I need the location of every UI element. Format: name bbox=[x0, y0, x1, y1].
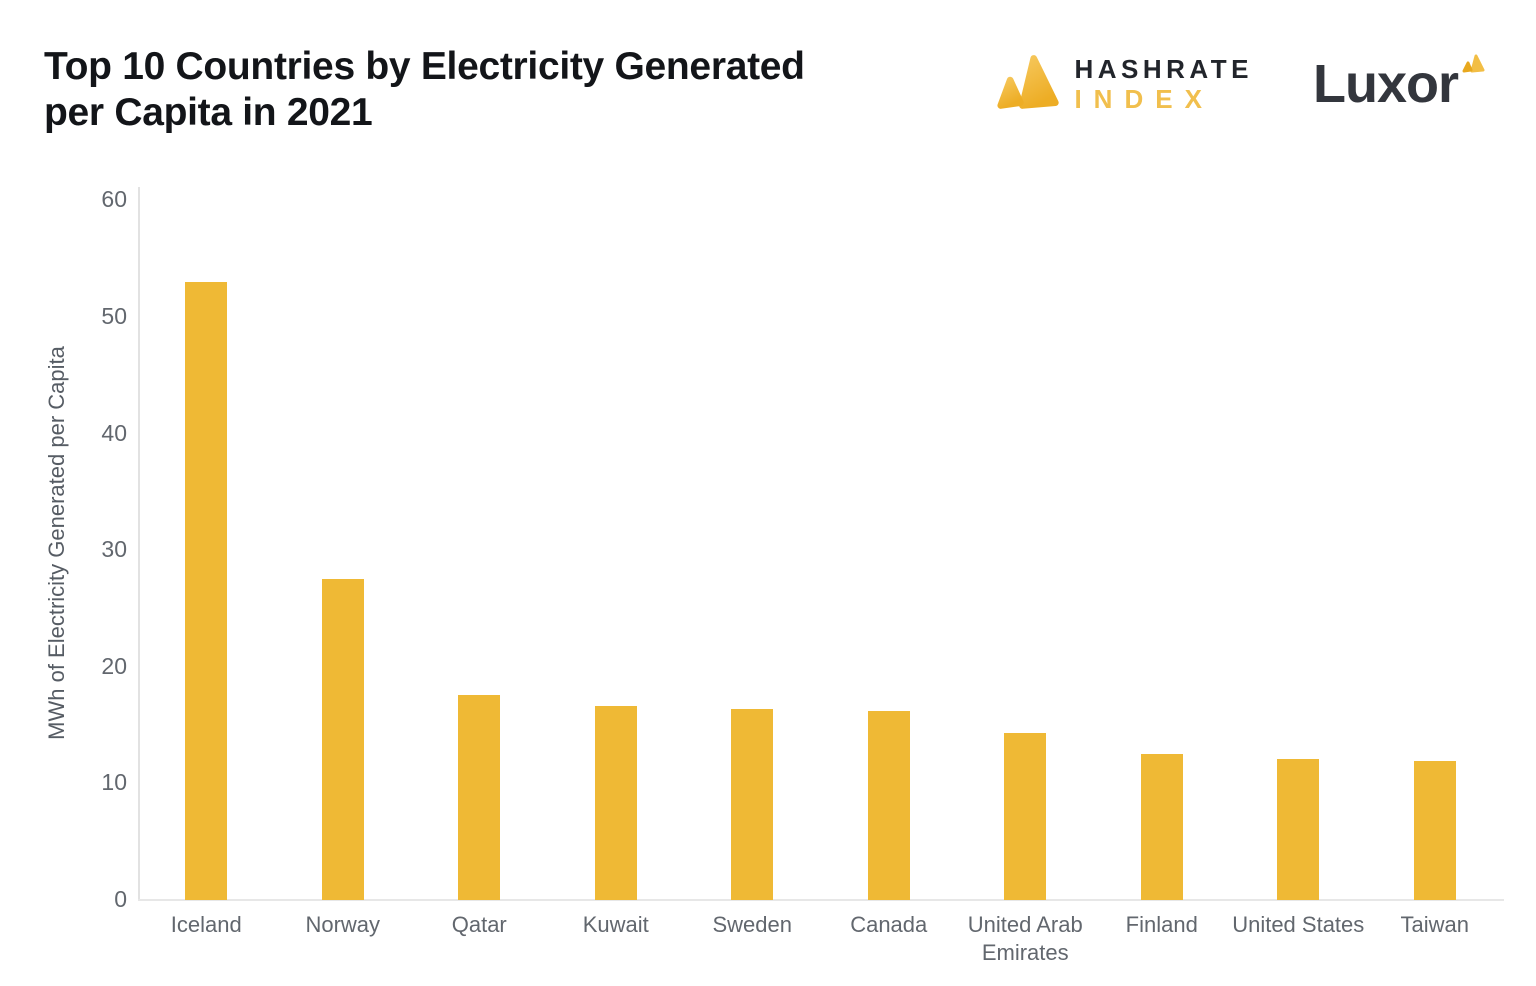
bar-taiwan bbox=[1413, 761, 1456, 900]
x-label-iceland: Iceland bbox=[170, 912, 242, 937]
logo-row: HASHRATE INDEX Luxor bbox=[996, 50, 1486, 117]
y-axis-line bbox=[138, 187, 140, 900]
luxor-wordmark: Luxor bbox=[1312, 53, 1459, 114]
hashrate-wordmark-line1: HASHRATE bbox=[1074, 53, 1253, 84]
chart-title-line1: Top 10 Countries by Electricity Generate… bbox=[44, 45, 805, 88]
x-label-qatar: Qatar bbox=[451, 912, 507, 937]
bar-sweden bbox=[731, 708, 774, 900]
luxor-mark-icon bbox=[1462, 53, 1486, 80]
x-label-taiwan: Taiwan bbox=[1400, 912, 1469, 937]
x-label-canada: Canada bbox=[850, 912, 928, 937]
bar-norway bbox=[321, 579, 364, 900]
bar-qatar bbox=[458, 694, 501, 900]
x-label-sweden: Sweden bbox=[712, 912, 792, 937]
x-label-kuwait: Kuwait bbox=[582, 912, 649, 937]
x-label-united-arab-emirates: United Arab Emirates bbox=[967, 912, 1083, 965]
bar-united-arab-emirates bbox=[1004, 733, 1047, 900]
y-tick-label-50: 50 bbox=[101, 302, 127, 329]
y-tick-label-0: 0 bbox=[114, 886, 127, 912]
bar-canada bbox=[867, 711, 910, 900]
hashrate-index-icon bbox=[996, 50, 1062, 117]
x-label-united-states: United States bbox=[1232, 912, 1365, 937]
chart-title: Top 10 Countries by Electricity Generate… bbox=[44, 44, 904, 136]
x-axis-line bbox=[138, 899, 1504, 901]
luxor-logo: Luxor bbox=[1312, 53, 1486, 114]
bar-finland bbox=[1140, 754, 1183, 900]
hashrate-wordmark-line2: INDEX bbox=[1074, 83, 1214, 114]
y-tick-label-20: 20 bbox=[101, 652, 127, 679]
hashrate-index-logo: HASHRATE INDEX bbox=[996, 50, 1253, 117]
x-label-finland: Finland bbox=[1125, 912, 1198, 937]
bar-iceland bbox=[185, 281, 228, 900]
x-label-norway: Norway bbox=[305, 912, 381, 937]
y-tick-label-40: 40 bbox=[101, 419, 127, 446]
bar-kuwait bbox=[594, 706, 637, 900]
y-tick-label-30: 30 bbox=[101, 536, 127, 563]
y-tick-label-60: 60 bbox=[101, 186, 127, 213]
y-tick-label-10: 10 bbox=[101, 769, 127, 796]
chart-title-line2: per Capita in 2021 bbox=[44, 91, 373, 134]
bar-united-states bbox=[1277, 758, 1320, 900]
hashrate-index-wordmark: HASHRATE INDEX bbox=[1074, 54, 1253, 114]
